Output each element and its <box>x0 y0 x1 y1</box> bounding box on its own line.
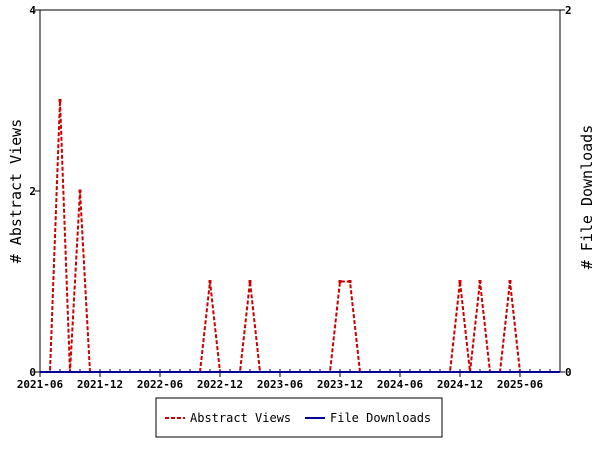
y-right-axis-title: # File Downloads <box>578 125 596 270</box>
x-tick-label: 2022-12 <box>197 378 243 391</box>
y-right-axis-ticks: 02 <box>560 4 572 379</box>
data-point <box>338 280 342 283</box>
data-point <box>248 280 252 283</box>
y-left-tick-label: 0 <box>29 366 36 379</box>
legend: Abstract Views File Downloads <box>155 397 443 438</box>
series-line-abstract-views <box>40 100 560 373</box>
data-point <box>478 280 482 283</box>
data-point <box>78 189 82 193</box>
legend-label-abstract-views: Abstract Views <box>190 411 291 425</box>
x-tick-label: 2021-06 <box>17 378 64 391</box>
y-left-axis-title: # Abstract Views <box>7 119 25 264</box>
x-axis-ticks: 2021-06 2021-12 2022-06 2022-12 2023-06 2023-… <box>17 372 544 391</box>
data-point <box>348 280 352 283</box>
y-left-tick-label: 4 <box>29 4 36 17</box>
data-point <box>458 280 462 283</box>
x-tick-label: 2021-12 <box>77 378 123 391</box>
y-right-tick-label: 0 <box>565 366 572 379</box>
x-tick-label: 2022-06 <box>137 378 184 391</box>
x-tick-label: 2023-06 <box>257 378 304 391</box>
legend-box <box>155 397 443 438</box>
series-layer <box>40 99 560 373</box>
y-right-tick-label: 2 <box>565 4 572 17</box>
x-tick-label: 2024-06 <box>377 378 424 391</box>
x-tick-label: 2025-06 <box>497 378 544 391</box>
data-point <box>58 99 62 102</box>
x-tick-label: 2023-12 <box>317 378 363 391</box>
legend-label-file-downloads: File Downloads <box>330 411 431 425</box>
x-tick-label: 2024-12 <box>437 378 483 391</box>
y-left-tick-label: 2 <box>29 185 36 198</box>
data-point <box>508 280 512 283</box>
data-point <box>208 280 212 283</box>
y-left-axis-ticks: 0 2 4 <box>29 4 40 379</box>
